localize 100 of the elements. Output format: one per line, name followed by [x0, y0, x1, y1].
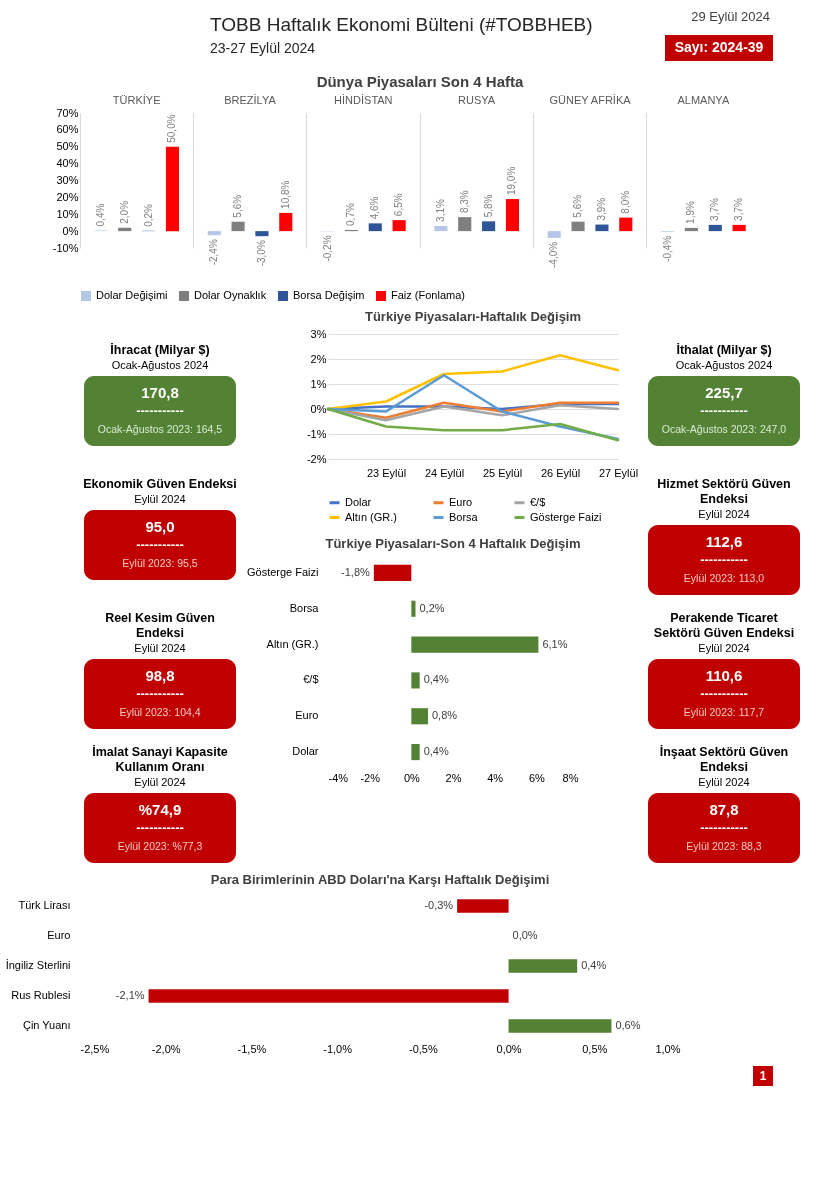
text: 1: [759, 1069, 767, 1083]
text: Eylül 2023: %77,3: [117, 840, 203, 852]
x-tick-label: 26 Eylül: [540, 466, 581, 479]
legend-label: Dolar Oynaklık: [194, 289, 267, 301]
x-tick-label: 23 Eylül: [366, 466, 407, 479]
x-tick-label: ALMANYA: [677, 93, 730, 106]
data-label: -0,3%: [424, 899, 454, 911]
x-tick-label: -4%: [328, 771, 349, 784]
x-tick-label: 8%: [562, 771, 579, 784]
data-label: 19,0%: [506, 166, 518, 196]
bar: [505, 199, 520, 232]
bar: [207, 231, 221, 236]
data-label: 0,8%: [432, 709, 458, 722]
text: Eylül 2023: 104,4: [119, 706, 201, 718]
y-tick-label: Dolar: [292, 745, 319, 758]
text: -----------: [700, 686, 748, 701]
bar: [595, 224, 609, 232]
x-tick-label: 1,0%: [655, 1042, 681, 1055]
y-tick-label: 20%: [56, 190, 79, 203]
legend-label: Dolar Değişimi: [96, 289, 168, 301]
text: 112,6: [705, 533, 743, 550]
y-tick-label: Gösterge Faizi: [246, 565, 319, 578]
y-tick-label: 50%: [56, 140, 79, 153]
chart-title: Dünya Piyasaları Son 4 Hafta: [316, 73, 525, 90]
data-label: 0,2%: [419, 601, 445, 614]
y-tick-label: -2%: [306, 452, 327, 465]
y-tick-label: Altın (GR.): [266, 637, 319, 650]
chart-title: Türkiye Piyasaları-Haftalık Değişim: [364, 309, 582, 324]
legend-label: Borsa: [449, 510, 479, 523]
text: Eylül 2024: [134, 776, 186, 788]
data-label: 0,4%: [94, 203, 106, 227]
text: -----------: [136, 403, 184, 418]
bar: [571, 221, 585, 232]
x-tick-label: GÜNEY AFRİKA: [549, 93, 632, 106]
text: -----------: [136, 686, 184, 701]
y-tick-label: Rus Rublesi: [11, 989, 71, 1001]
text: Eylül 2024: [698, 776, 750, 788]
x-tick-label: 2%: [445, 771, 462, 784]
text: Ocak-Ağustos 2023: 247,0: [661, 423, 787, 435]
bar: [368, 223, 382, 232]
text: Eylül 2023: 117,7: [683, 706, 765, 718]
y-tick-label: -1%: [306, 427, 327, 440]
x-tick-label: HİNDİSTAN: [334, 93, 393, 106]
x-tick-label: BREZİLYA: [224, 93, 277, 106]
x-tick-label: 0,5%: [582, 1042, 608, 1055]
y-tick-label: Euro: [47, 929, 71, 941]
text: Reel Kesim Güven Endeksi: [105, 611, 215, 640]
bar: [619, 217, 633, 232]
text: -----------: [136, 537, 184, 552]
text: -----------: [700, 820, 748, 835]
data-label: 1,9%: [685, 201, 697, 224]
text: 225,7: [705, 384, 743, 401]
y-tick-label: -10%: [52, 241, 79, 254]
data-label: -2,1%: [115, 989, 145, 1001]
data-label: 4,6%: [369, 196, 381, 220]
data-label: 2,0%: [118, 200, 130, 224]
text: -----------: [700, 403, 748, 418]
bar: [165, 146, 180, 232]
x-tick-label: -2,5%: [80, 1042, 110, 1055]
data-label: 6,1%: [542, 637, 568, 650]
data-label: 0,4%: [581, 959, 607, 971]
text: Eylül 2023: 88,3: [686, 840, 762, 852]
y-tick-label: Borsa: [289, 601, 320, 614]
data-label: 0,6%: [615, 1019, 641, 1031]
data-label: -0,4%: [661, 235, 673, 262]
x-tick-label: 6%: [528, 771, 545, 784]
x-tick-label: TÜRKİYE: [112, 93, 161, 106]
x-tick-label: -1,0%: [323, 1042, 353, 1055]
x-tick-label: -2%: [360, 771, 381, 784]
text: -----------: [700, 552, 748, 567]
data-label: 3,9%: [595, 197, 607, 221]
data-label: -4,0%: [548, 241, 560, 268]
bar: [458, 217, 472, 232]
data-label: 0,4%: [423, 673, 449, 686]
y-tick-label: 30%: [56, 174, 79, 186]
data-label: -2,4%: [208, 239, 220, 266]
x-tick-label: 27 Eylül: [598, 466, 639, 479]
y-tick-label: Türk Lirası: [18, 899, 71, 911]
legend-label: €/$: [530, 495, 546, 508]
x-tick-label: 24 Eylül: [424, 466, 465, 479]
data-label: 0,0%: [512, 929, 538, 941]
legend-label: Dolar: [345, 495, 372, 508]
data-label: 10,8%: [279, 180, 291, 209]
text: Eylül 2024: [698, 642, 750, 654]
y-tick-label: 10%: [56, 207, 79, 220]
bar: [708, 224, 722, 232]
text: Eylül 2024: [134, 493, 186, 505]
bar: [434, 225, 448, 232]
data-label: 3,7%: [709, 197, 721, 221]
bar: [231, 221, 245, 232]
text: İmalat Sanayi Kapasite Kullanım Oranı: [92, 744, 228, 774]
text: Ocak-Ağustos 2024: [675, 359, 773, 371]
chart-title: Para Birimlerinin ABD Doları'na Karşı Haftalık Değişimi: [210, 872, 550, 887]
text: Eylül 2024: [698, 508, 750, 520]
data-label: 0,7%: [345, 203, 357, 226]
y-tick-label: €/$: [303, 673, 319, 686]
bar: [392, 220, 406, 232]
bar: [684, 227, 698, 232]
legend-label: Gösterge Faizi: [530, 510, 602, 523]
legend-label: Borsa Değişim: [293, 289, 365, 301]
